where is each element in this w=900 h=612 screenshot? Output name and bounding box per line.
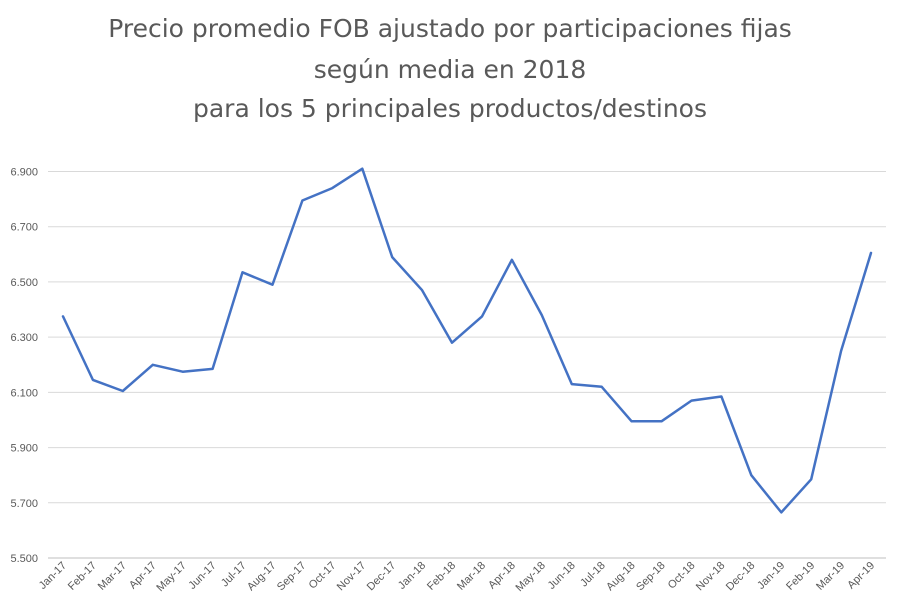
x-tick-label: Jan-18: [396, 560, 428, 592]
x-tick-label: Oct-18: [666, 560, 698, 592]
x-tick-label: Aug-18: [604, 560, 638, 594]
x-tick-label: Feb-18: [425, 560, 458, 593]
x-tick-label: Mar-17: [96, 560, 129, 593]
chart-title-line-2: según media en 2018: [313, 55, 587, 84]
chart-title-line-1: Precio promedio FOB ajustado por partici…: [108, 14, 792, 43]
x-tick-label: May-17: [154, 560, 188, 594]
x-tick-label: Sep-18: [634, 560, 668, 594]
x-tick-label: Nov-18: [694, 560, 728, 594]
x-tick-label: Mar-18: [455, 560, 488, 593]
x-tick-label: Jan-17: [37, 560, 69, 592]
y-tick-label: 6.500: [10, 277, 38, 289]
y-tick-label: 6.300: [10, 332, 38, 344]
x-tick-label: Jun-18: [546, 560, 578, 592]
y-tick-label: 5.700: [10, 498, 38, 510]
x-tick-label: Apr-19: [845, 560, 877, 592]
x-tick-label: Feb-17: [66, 560, 99, 593]
series-line: [61, 167, 873, 514]
x-tick-label: Nov-17: [335, 560, 369, 594]
x-tick-label: Oct-17: [307, 560, 339, 592]
y-tick-label: 6.700: [10, 222, 38, 234]
chart-title-line-3: para los 5 principales productos/destino…: [192, 94, 707, 123]
x-tick-label: Dec-18: [724, 560, 758, 594]
x-tick-label: Jan-19: [755, 560, 787, 592]
x-tick-label: Dec-17: [365, 560, 399, 594]
y-tick-label: 5.900: [10, 443, 38, 455]
y-tick-label: 6.900: [10, 167, 38, 179]
x-tick-label: Feb-19: [784, 560, 817, 593]
y-tick-label: 6.100: [10, 387, 38, 399]
y-tick-label: 5.500: [10, 553, 38, 565]
x-tick-label: Sep-17: [275, 560, 309, 594]
x-tick-label: Mar-19: [814, 560, 847, 593]
x-tick-label: May-18: [514, 560, 548, 594]
x-tick-label: Aug-17: [245, 560, 279, 594]
x-tick-label: Jun-17: [186, 560, 218, 592]
